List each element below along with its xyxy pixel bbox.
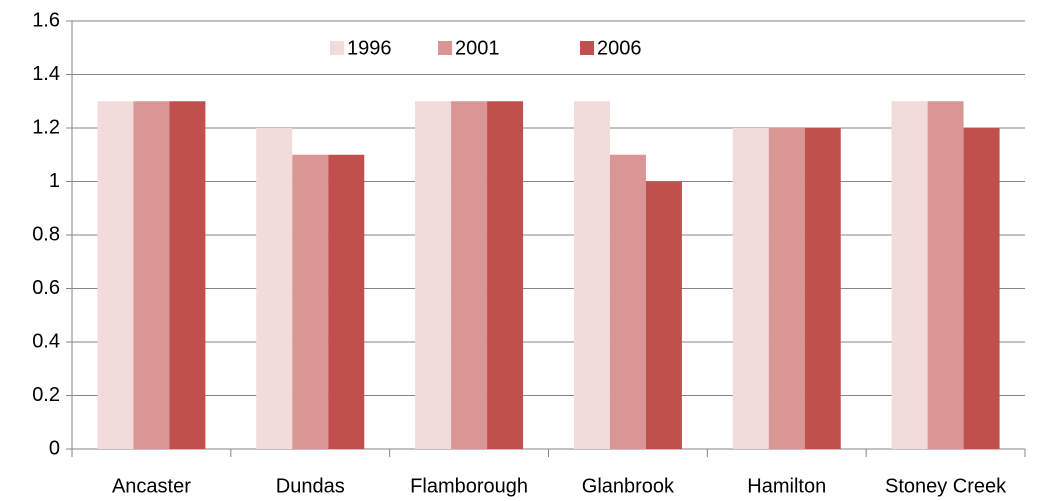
y-tick-label: 1 [49,170,60,192]
y-tick-label: 1.2 [32,116,60,138]
x-tick-label: Glanbrook [582,475,675,497]
bar [133,101,170,449]
y-tick-label: 0.6 [32,277,60,299]
x-tick-label: Hamilton [747,475,826,497]
legend-swatch [438,41,452,55]
legend-swatch [580,41,594,55]
bar [609,154,646,449]
x-tick-label: Stoney Creek [885,475,1007,497]
y-tick-label: 0 [49,437,60,459]
bar [97,101,134,449]
y-tick-label: 0.8 [32,223,60,245]
bar [963,128,1000,449]
y-tick-label: 1.6 [32,9,60,31]
legend-label: 1996 [347,37,392,59]
x-tick-label: Flamborough [410,475,528,497]
bar [645,181,682,449]
x-tick-label: Ancaster [112,475,191,497]
x-tick-label: Dundas [276,475,345,497]
bar [487,101,524,449]
bar [256,128,293,449]
legend-label: 2006 [597,37,642,59]
bar [415,101,452,449]
bar [768,128,805,449]
bar [292,154,329,449]
y-tick-label: 1.4 [32,63,60,85]
y-tick-label: 0.4 [32,330,60,352]
legend-label: 2001 [455,37,500,59]
y-tick-label: 0.2 [32,384,60,406]
bar [573,101,610,449]
bar [169,101,206,449]
bar [451,101,488,449]
legend-swatch [330,41,344,55]
bar [927,101,964,449]
bar [804,128,841,449]
bar [732,128,769,449]
bar [891,101,928,449]
bar [328,154,365,449]
